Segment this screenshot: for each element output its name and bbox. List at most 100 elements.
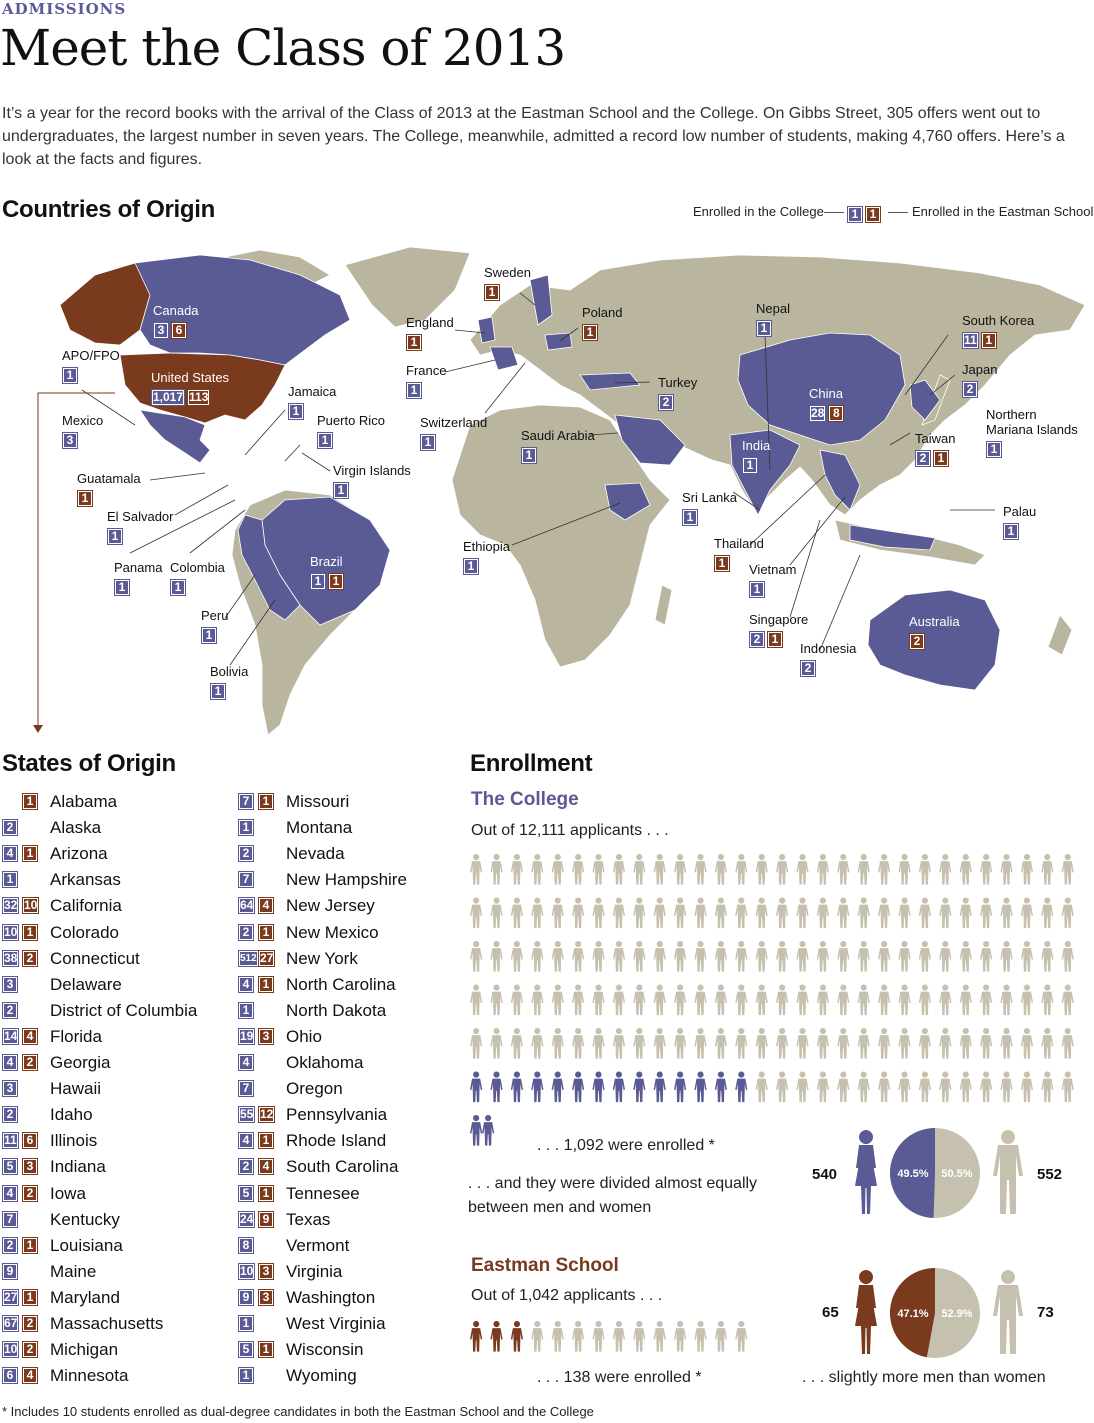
state-row-texas: 24 9 Texas [238,1208,463,1234]
enrolled-person-icon [735,1071,748,1103]
applicant-person-icon [490,941,503,972]
applicant-person-icon [857,854,870,885]
applicant-person-icon [735,941,748,972]
eastman-count-badge: 3 [258,1027,274,1045]
state-name: Arkansas [50,870,121,890]
applicant-person-icon [612,984,626,1016]
applicant-person-icon [1020,984,1034,1016]
enrolled-person-icon [510,1321,524,1352]
country-label-el-salvador: El Salvador 1 [107,509,174,546]
country-badges: 1 [170,579,225,597]
college-man-icon [993,1130,1023,1214]
state-name: Georgia [50,1053,111,1072]
state-name: Montana [286,818,353,838]
country-name: El Salvador [107,509,174,524]
state-name: Illinois [50,1131,98,1151]
world-map [33,246,1086,736]
applicant-person-icon [592,1028,605,1059]
applicant-person-icon [612,854,626,885]
applicant-person-icon [531,1321,544,1352]
eastman-count-badge: 12 [258,1106,276,1124]
applicant-person-icon [572,897,585,929]
china-shape [737,332,906,446]
country-name: Indonesia [800,641,857,656]
pie-slice-women [890,1268,935,1358]
applicant-person-icon [470,854,483,885]
state-name: Alabama [50,792,118,811]
eastman-count-badge: 1 [22,1236,38,1254]
college-count-badge: 38 [2,949,20,967]
saudi-arabia-shape [614,414,686,466]
applicant-person-icon [918,1071,932,1103]
country-name: Panama [114,560,163,575]
state-row-connecticut: 38 2 Connecticut [2,947,227,973]
college-women-count: 540 [812,1166,838,1183]
applicant-person-icon [674,1028,687,1059]
state-name: South Carolina [286,1157,399,1177]
eastman-count-badge: 27 [258,949,276,967]
country-name: India [742,438,771,453]
college-count-badge: 1 [310,573,326,591]
applicant-person-icon [878,984,891,1016]
state-row-south-carolina: 2 4 South Carolina [238,1155,463,1181]
applicant-person-icon [633,941,646,972]
enrolled-person-icon [490,1321,503,1352]
college-count-badge: 2 [2,819,18,837]
states-heading: States of Origin [2,750,176,777]
state-name: Massachusetts [50,1314,164,1333]
section-label: ADMISSIONS [2,0,127,18]
country-label-northern-mariana-islands: Northern Mariana Islands 1 [986,407,1081,459]
applicant-person-icon [1020,854,1034,885]
woman-silhouette [855,1270,877,1354]
applicant-person-icon [551,854,564,885]
country-label-apo-fpo: APO/FPO 1 [62,348,120,385]
applicant-person-icon [653,897,666,929]
state-row-louisiana: 2 1 Louisiana [2,1234,227,1260]
state-name: Oregon [286,1079,343,1099]
applicant-person-icon [878,854,891,885]
applicant-person-icon [878,941,891,972]
applicant-person-icon [510,1028,524,1059]
enrolled-person-icon [551,1071,564,1103]
applicant-person-icon [776,854,789,885]
applicant-person-icon [918,984,932,1016]
applicant-person-icon [1020,1028,1034,1059]
country-label-brazil: Brazil 1 1 [310,554,346,591]
state-row-maine: 9 Maine [2,1260,227,1286]
state-name: Arizona [50,844,108,864]
page-title: Meet the Class of 2013 [0,19,566,77]
man-silhouette [993,1270,1023,1354]
college-count-badge: 1 [114,579,130,597]
state-row-west-virginia: 1 West Virginia [238,1312,463,1338]
state-row-new-york: 512 27 New York [238,947,463,973]
country-name: Colombia [170,560,225,575]
state-row-wisconsin: 5 1 Wisconsin [238,1338,463,1364]
eastman-count-badge: 4 [22,1367,38,1385]
country-name: Peru [201,608,229,623]
applicant-person-icon [1000,984,1013,1016]
eastman-count-badge: 2 [22,1341,38,1359]
greenland-shape [344,246,471,328]
country-name: Ethiopia [463,539,510,554]
college-figure-grid [470,854,1074,1146]
college-count-badge: 9 [238,1288,254,1306]
legend-badge-college: 1 [847,206,863,223]
college-count-badge: 2 [238,845,254,863]
applicant-person-icon [510,984,524,1016]
country-badges: 1 [986,441,1081,459]
college-count-badge: 1 [170,579,186,597]
college-count-badge: 4 [2,1184,18,1202]
country-name: Northern Mariana Islands [986,407,1078,437]
country-label-thailand: Thailand 1 [714,536,764,573]
state-name: Vermont [286,1235,350,1255]
applicant-person-icon [939,984,952,1016]
country-label-france: France 1 [406,363,446,400]
applicant-person-icon [918,897,932,929]
college-count-badge: 1 [333,482,349,500]
college-count-badge: 1 [521,447,537,465]
applicant-person-icon [980,984,993,1016]
applicant-person-icon [714,984,728,1016]
applicant-person-icon [959,984,972,1016]
applicant-person-icon [796,854,809,885]
